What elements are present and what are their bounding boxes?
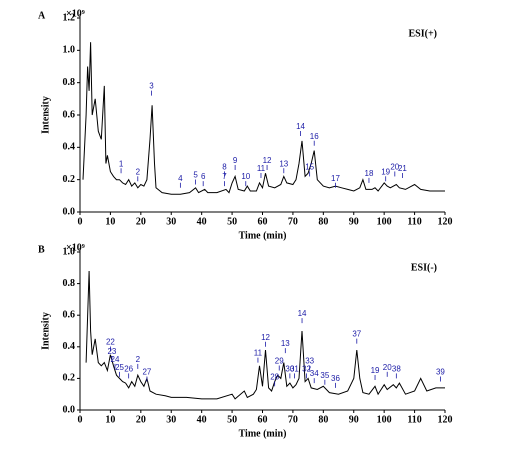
peak-label: 12 <box>263 156 272 165</box>
peak-label: 2 <box>136 355 141 364</box>
panel-title: ESI(+) <box>409 28 437 39</box>
peak-label: 36 <box>331 374 340 383</box>
y-tick-label: 0.8 <box>63 278 76 289</box>
chromatogram-line <box>85 270 445 400</box>
peak-label: 9 <box>233 156 238 165</box>
x-tick-label: 30 <box>166 216 176 227</box>
x-tick-label: 40 <box>197 414 207 425</box>
peak-label: 27 <box>142 368 151 377</box>
x-tick-label: 60 <box>258 414 268 425</box>
peak-label: 7 <box>222 172 227 181</box>
peak-label: 10 <box>241 172 250 181</box>
peak-label: 26 <box>124 365 133 374</box>
peak-label: 13 <box>281 339 290 348</box>
peak-label: 19 <box>381 167 390 176</box>
x-tick-label: 120 <box>438 216 453 227</box>
peak-label: 15 <box>305 163 314 172</box>
peak-label: 11 <box>257 164 266 173</box>
peak-label: 18 <box>365 169 374 178</box>
peak-label: 39 <box>436 368 445 377</box>
panel-label: B <box>38 244 45 255</box>
peak-label: 32 <box>302 365 311 374</box>
peak-label: 6 <box>201 172 206 181</box>
y-axis-label: Intensity <box>40 96 51 134</box>
multiplier: ×10⁹ <box>66 8 85 19</box>
x-tick-label: 40 <box>197 216 207 227</box>
y-tick-label: 1.0 <box>63 45 76 56</box>
y-tick-label: 0.6 <box>63 109 76 120</box>
y-tick-label: 0.0 <box>63 206 76 217</box>
x-tick-label: 10 <box>105 414 115 425</box>
peak-label: 22 <box>106 338 115 347</box>
peak-label: 37 <box>352 330 361 339</box>
y-tick-label: 0.6 <box>63 309 76 320</box>
peak-label: 33 <box>305 357 314 366</box>
peak-label: 20 <box>383 363 392 372</box>
x-tick-label: 90 <box>349 414 359 425</box>
x-tick-label: 80 <box>318 216 328 227</box>
peak-label: 5 <box>193 171 198 180</box>
multiplier: ×10⁹ <box>66 242 85 253</box>
peak-label: 25 <box>115 363 124 372</box>
peak-label: 29 <box>275 357 284 366</box>
peak-label: 38 <box>392 365 401 374</box>
y-tick-label: 0.2 <box>63 373 76 384</box>
peak-label: 19 <box>371 366 380 375</box>
peak-label: 34 <box>310 369 319 378</box>
x-tick-label: 30 <box>166 414 176 425</box>
x-axis-label: Time (min) <box>239 230 287 241</box>
y-tick-label: 0.8 <box>63 77 76 88</box>
peak-label: 3 <box>149 82 154 91</box>
y-tick-label: 0.0 <box>63 404 76 415</box>
panel-label: A <box>38 10 46 21</box>
y-tick-label: 1.2 <box>63 12 76 23</box>
y-tick-label: 0.4 <box>63 142 76 153</box>
x-tick-label: 20 <box>136 414 146 425</box>
x-tick-label: 0 <box>78 414 83 425</box>
x-tick-label: 80 <box>318 414 328 425</box>
x-tick-label: 100 <box>377 216 392 227</box>
y-axis-label: Intensity <box>40 312 51 350</box>
peak-label: 12 <box>261 333 270 342</box>
peak-label: 17 <box>331 174 340 183</box>
y-tick-label: 1.0 <box>63 246 76 257</box>
x-tick-label: 0 <box>78 216 83 227</box>
peak-label: 14 <box>298 309 307 318</box>
peak-label: 21 <box>398 164 407 173</box>
peak-label: 13 <box>279 159 288 168</box>
x-tick-label: 60 <box>258 216 268 227</box>
x-tick-label: 50 <box>227 414 237 425</box>
peak-label: 2 <box>136 167 141 176</box>
x-tick-label: 10 <box>105 216 115 227</box>
x-tick-label: 100 <box>377 414 392 425</box>
x-tick-label: 110 <box>407 414 421 425</box>
x-tick-label: 90 <box>349 216 359 227</box>
x-tick-label: 50 <box>227 216 237 227</box>
peak-label: 35 <box>320 371 329 380</box>
x-tick-label: 20 <box>136 216 146 227</box>
chromatogram-line <box>82 42 445 195</box>
x-tick-label: 120 <box>438 414 453 425</box>
peak-label: 20 <box>390 163 399 172</box>
peak-label: 1 <box>119 159 124 168</box>
panel-title: ESI(-) <box>411 262 437 273</box>
peak-label: 16 <box>310 132 319 141</box>
peak-label: 28 <box>270 372 279 381</box>
peak-label: 24 <box>111 355 120 364</box>
x-tick-label: 70 <box>288 216 298 227</box>
x-axis-label: Time (min) <box>239 428 287 439</box>
peak-label: 4 <box>178 174 183 183</box>
peak-label: 8 <box>222 163 227 172</box>
y-tick-label: 0.2 <box>63 174 76 185</box>
y-tick-label: 0.4 <box>63 341 76 352</box>
x-tick-label: 70 <box>288 414 298 425</box>
peak-label: 31 <box>290 365 299 374</box>
peak-label: 23 <box>107 347 116 356</box>
x-tick-label: 110 <box>407 216 421 227</box>
peak-label: 11 <box>254 349 263 358</box>
peak-label: 14 <box>296 122 305 131</box>
peak-label: 30 <box>285 365 294 374</box>
